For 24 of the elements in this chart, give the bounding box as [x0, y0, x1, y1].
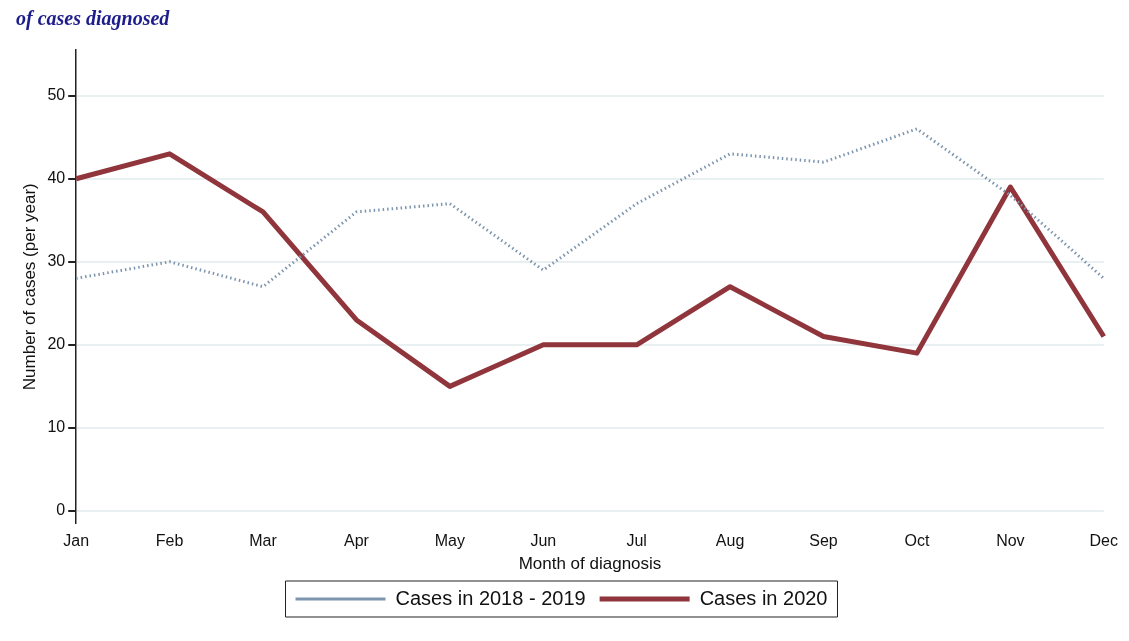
line-series	[74, 127, 1106, 289]
x-axis-title: Month of diagnosis	[518, 554, 662, 574]
chart-title: of cases diagnosed	[16, 7, 171, 31]
x-tick-label: Dec	[1089, 532, 1118, 550]
x-tick-label: Jun	[530, 532, 557, 550]
legend-label: Cases in 2018 - 2019	[395, 586, 586, 609]
y-tick-label: 30	[47, 252, 66, 270]
y-tick-label: 40	[47, 169, 66, 187]
x-tick-label: Mar	[249, 532, 278, 550]
y-tick-label: 10	[47, 418, 66, 436]
y-axis-title: Number of cases (per year)	[19, 183, 39, 391]
x-tick-label: Apr	[343, 532, 370, 550]
x-tick-label: Feb	[155, 532, 184, 550]
x-tick-label: Aug	[715, 532, 745, 550]
x-tick-label: Oct	[904, 532, 930, 550]
legend-label: Cases in 2020	[699, 586, 828, 609]
x-tick-label: Jan	[63, 532, 90, 550]
y-tick-label: 0	[56, 501, 66, 519]
x-tick-label: Sep	[809, 532, 838, 550]
x-tick-label: Nov	[996, 532, 1025, 550]
x-tick-label: Jul	[626, 532, 647, 550]
x-tick-label: May	[434, 532, 465, 550]
y-tick-label: 50	[47, 86, 66, 104]
y-tick-label: 20	[47, 335, 66, 353]
